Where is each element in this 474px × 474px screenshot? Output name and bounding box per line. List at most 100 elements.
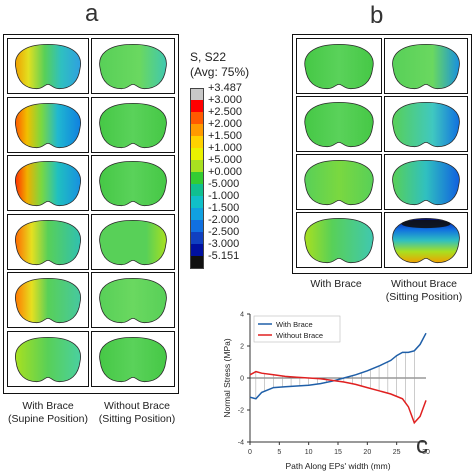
legend-label: +0.000 (208, 166, 242, 178)
contour-plot (91, 272, 175, 328)
x-tick-label: 0 (248, 449, 252, 456)
endplate-shape (99, 277, 167, 324)
legend-swatch (190, 160, 204, 172)
x-axis-label: Path Along EPs' width (mm) (285, 461, 390, 471)
legend-swatch (190, 100, 204, 112)
legend-swatch (190, 196, 204, 208)
y-tick-label: 2 (240, 344, 244, 351)
caption-b-right-line1: Without Brace (391, 278, 457, 290)
legend-label: -1.000 (208, 190, 240, 202)
contour-plot (7, 272, 89, 328)
caption-b-left-line1: With Brace (310, 278, 362, 290)
legend-swatch (190, 220, 204, 232)
contour-plot (296, 96, 382, 152)
legend-swatch (190, 88, 204, 101)
legend-title: S, S22 (Avg: 75%) (190, 50, 249, 80)
y-tick-label: 4 (240, 312, 244, 319)
caption-a-right-line2: (Sitting Position) (98, 413, 176, 425)
legend-swatch (190, 172, 204, 184)
contour-plot (384, 154, 468, 210)
contour-plot (296, 38, 382, 94)
caption-a-without-brace: Without Brace (Sitting Position) (91, 400, 183, 426)
endplate-shape (99, 43, 167, 90)
endplate-shape (392, 43, 460, 90)
legend-swatch (190, 184, 204, 196)
legend-swatch (190, 232, 204, 244)
endplate-shape (392, 217, 460, 264)
contour-plot (296, 212, 382, 268)
endplate-shape (15, 102, 81, 148)
contour-plot (91, 96, 175, 153)
legend-label: +3.000 (208, 94, 242, 106)
legend-swatch (190, 124, 204, 136)
legend-label: +2.000 (208, 118, 242, 130)
legend-swatch (190, 112, 204, 124)
endplate-shape (15, 43, 81, 90)
legend-label: -5.000 (208, 178, 240, 190)
legend-label: -5.151 (208, 250, 240, 262)
y-tick-label: -4 (238, 440, 244, 447)
endplate-shape (304, 217, 374, 264)
endplate-shape (15, 277, 81, 324)
legend-label: -2.000 (208, 214, 240, 226)
contour-plot (296, 154, 382, 210)
chart-legend (253, 315, 341, 343)
caption-b-without-brace: Without Brace (Sitting Position) (378, 278, 470, 304)
caption-b-with-brace: With Brace (293, 278, 379, 291)
endplate-shape (99, 160, 167, 207)
endplate-shape (304, 101, 374, 148)
contour-plot (384, 38, 468, 94)
legend-swatch (190, 256, 204, 269)
caption-b-right-line2: (Sitting Position) (385, 291, 463, 303)
legend-swatch (190, 208, 204, 220)
caption-a-left-line1: With Brace (22, 400, 74, 412)
contour-plot (7, 155, 89, 211)
contour-plot (384, 96, 468, 152)
series-line-with-brace (249, 332, 427, 400)
contour-plot (7, 38, 89, 94)
panel-letter-b: b (370, 2, 384, 29)
endplate-shape (392, 101, 460, 148)
caption-a-left-line2: (Supine Position) (8, 413, 88, 425)
x-tick-label: 30 (422, 449, 430, 456)
legend-label: -1.500 (208, 202, 240, 214)
x-tick-label: 10 (305, 449, 313, 456)
legend-series-name: With Brace (276, 320, 313, 329)
peak-stress-region (401, 219, 451, 229)
legend-swatch (190, 148, 204, 160)
y-tick-label: -2 (238, 408, 244, 415)
legend-label: +3.487 (208, 82, 242, 94)
contour-plot (91, 330, 175, 387)
contour-plot (91, 213, 175, 270)
contour-plot (7, 213, 89, 270)
endplate-shape (304, 159, 374, 206)
x-tick-label: 20 (363, 449, 371, 456)
x-tick-label: 25 (393, 449, 401, 456)
panel-letter-c: c (416, 432, 428, 459)
contour-plot (91, 38, 175, 94)
endplate-shape (15, 219, 81, 265)
y-axis-label: Normal Stress (MPa) (222, 338, 232, 418)
endplate-shape (15, 336, 81, 382)
endplate-shape (304, 43, 374, 90)
caption-a-right-line1: Without Brace (104, 400, 170, 412)
legend-label: +2.500 (208, 106, 242, 118)
series-line-without-brace (249, 370, 427, 425)
contour-plot (7, 96, 89, 153)
legend-swatch (190, 244, 204, 256)
legend-label: +5.000 (208, 154, 242, 166)
x-tick-label: 5 (277, 449, 281, 456)
legend-series-name: Without Brace (276, 331, 323, 340)
legend-title-line2: (Avg: 75%) (190, 65, 250, 79)
legend-label: -2.500 (208, 226, 240, 238)
contour-plot (384, 212, 468, 268)
legend-label: +1.000 (208, 142, 242, 154)
caption-a-with-brace: With Brace (Supine Position) (2, 400, 94, 426)
endplate-shape (15, 160, 81, 207)
legend-label: +1.500 (208, 130, 242, 142)
endplate-shape (99, 219, 167, 265)
legend-title-line1: S, S22 (190, 50, 227, 64)
legend-swatch (190, 136, 204, 148)
endplate-shape (392, 159, 460, 206)
contour-plot (7, 330, 89, 387)
